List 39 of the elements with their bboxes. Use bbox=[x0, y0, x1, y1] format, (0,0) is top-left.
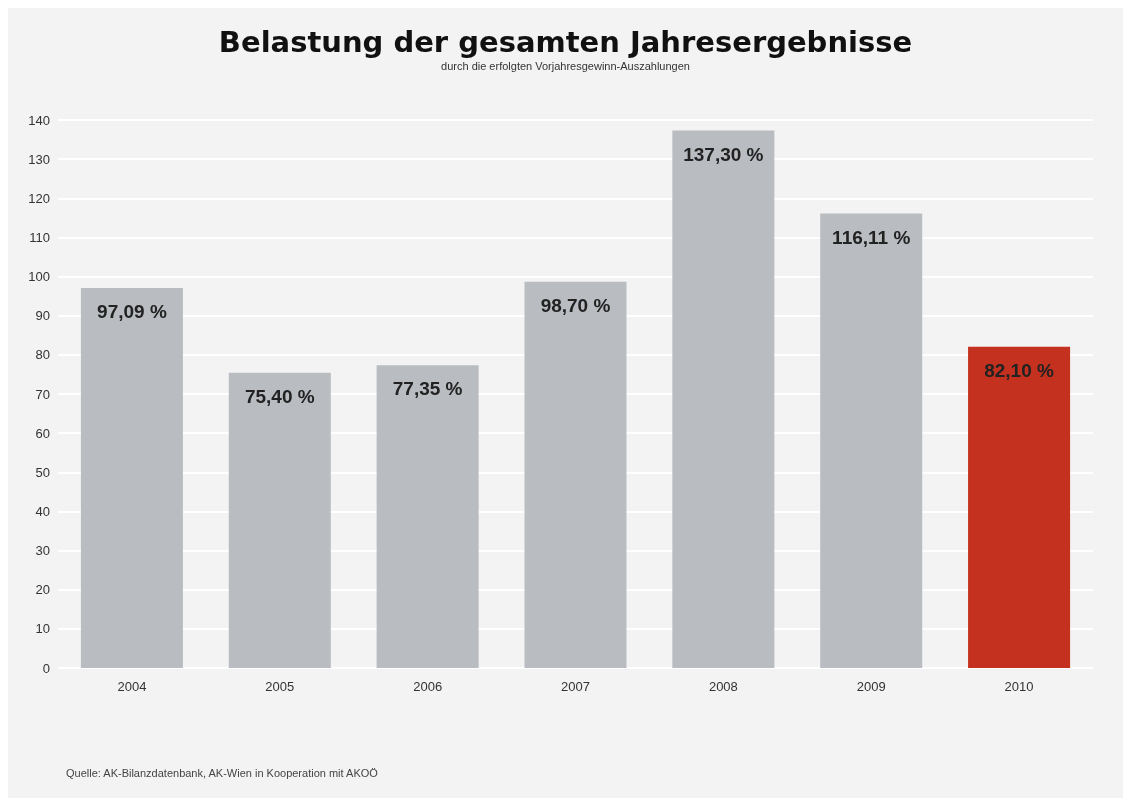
y-tick-label: 130 bbox=[28, 151, 50, 167]
y-tick-label: 10 bbox=[35, 621, 50, 637]
data-label: 98,70 % bbox=[540, 294, 611, 316]
x-tick-label: 2009 bbox=[856, 679, 886, 694]
bar bbox=[376, 365, 479, 668]
data-label: 116,11 % bbox=[832, 226, 911, 248]
bar bbox=[968, 346, 1071, 668]
bar bbox=[80, 287, 183, 668]
bar bbox=[672, 130, 775, 668]
y-tick-label: 20 bbox=[35, 582, 50, 598]
x-tick-label: 2010 bbox=[1004, 679, 1034, 694]
y-tick-label: 100 bbox=[28, 269, 50, 285]
y-tick-label: 90 bbox=[35, 308, 50, 324]
data-label: 77,35 % bbox=[392, 378, 463, 400]
y-tick-label: 120 bbox=[28, 190, 50, 206]
bar bbox=[228, 372, 331, 668]
y-tick-label: 0 bbox=[42, 660, 50, 676]
chart-subtitle: durch die erfolgten Vorjahresgewinn-Auszahlungen bbox=[441, 59, 690, 72]
x-tick-label: 2004 bbox=[117, 679, 147, 694]
data-label: 75,40 % bbox=[244, 385, 315, 407]
x-tick-label: 2007 bbox=[561, 679, 590, 694]
data-label: 82,10 % bbox=[984, 359, 1055, 381]
y-tick-label: 40 bbox=[35, 503, 50, 519]
data-label: 137,30 % bbox=[683, 143, 764, 165]
y-tick-label: 70 bbox=[35, 386, 50, 402]
chart-title: Belastung der gesamten Jahresergebnisse bbox=[218, 24, 913, 59]
y-tick-label: 30 bbox=[35, 543, 50, 559]
source-note: Quelle: AK-Bilanzdatenbank, AK-Wien in Kooperation mit AKOÖ bbox=[66, 766, 379, 779]
y-tick-label: 80 bbox=[35, 347, 50, 363]
data-label: 97,09 % bbox=[97, 300, 167, 322]
y-tick-label: 50 bbox=[35, 464, 50, 480]
x-tick-label: 2008 bbox=[708, 679, 738, 694]
bar bbox=[524, 281, 627, 668]
x-tick-label: 2005 bbox=[265, 679, 295, 694]
y-tick-label: 140 bbox=[28, 112, 50, 128]
y-tick-label: 60 bbox=[35, 425, 50, 441]
x-tick-label: 2006 bbox=[413, 679, 443, 694]
bar bbox=[820, 213, 923, 668]
y-tick-label: 110 bbox=[29, 229, 50, 245]
